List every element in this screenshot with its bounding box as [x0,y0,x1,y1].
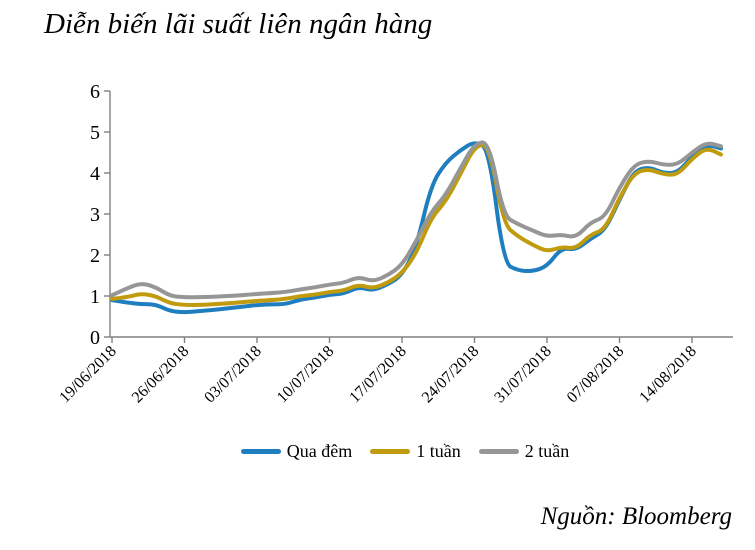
x-axis-date-label: 24/07/2018 [419,343,483,407]
legend-label: Qua đêm [286,441,353,461]
x-axis-date-label: 03/07/2018 [201,343,265,407]
legend-line-swatch [478,449,519,454]
series-line-0 [110,141,723,315]
legend-label: 1 tuần [416,441,461,461]
x-axis-date-label: 31/07/2018 [491,343,555,407]
legend-item-1: 1 tuần [370,441,461,462]
legend-line-swatch [240,449,281,454]
x-axis-date-label: 17/07/2018 [346,343,410,407]
legend-label: 2 tuần [524,441,570,461]
line-chart: 0 1 2 3 4 5 6 19/06/2018 26/06/2018 03/07/2018 10/… [56,81,733,407]
x-axis-date-label: 19/06/2018 [56,343,120,407]
series-line-1 [110,142,723,308]
chart-title: Diễn biến lãi suất liên ngân hàng [44,8,433,40]
y-axis-tick-label: 1 [90,286,100,308]
y-axis-tick-label: 3 [90,204,100,226]
source-note: Nguồn: Bloomberg [540,503,732,530]
y-axis-tick-label: 5 [90,122,100,144]
series-line-2 [110,140,723,300]
y-axis-tick-label: 0 [90,327,100,349]
legend-item-0: Qua đêm [240,441,353,462]
x-axis-date-label: 10/07/2018 [274,343,338,407]
x-axis-date-label: 26/06/2018 [129,343,193,407]
y-axis-tick-label: 4 [90,163,100,185]
x-axis-date-label: 14/08/2018 [636,343,700,407]
y-axis-tick-label: 2 [90,245,100,267]
chart-legend: Qua đêm 1 tuần 2 tuần [0,441,755,462]
x-axis-date-label: 07/08/2018 [564,343,628,407]
legend-item-2: 2 tuần [478,441,570,462]
legend-line-swatch [370,449,411,454]
y-axis-tick-label: 6 [90,81,100,103]
